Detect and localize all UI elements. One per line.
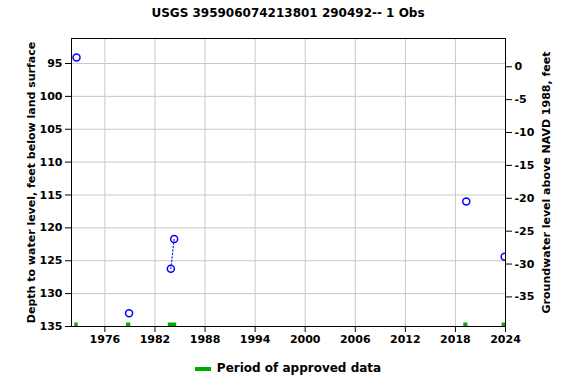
svg-text:-10: -10 [515, 126, 535, 139]
svg-text:110: 110 [40, 156, 63, 169]
svg-text:-20: -20 [515, 192, 535, 205]
svg-text:2006: 2006 [340, 333, 371, 346]
svg-text:Groundwater level above NAVD 1: Groundwater level above NAVD 1988, feet [540, 52, 553, 314]
html-text:USGS 395906074213801 290492--: USGS 395906074213801 290492-- 1 Obs [151, 6, 425, 20]
svg-text:-35: -35 [515, 290, 535, 303]
svg-text:-25: -25 [515, 225, 535, 238]
svg-text:95: 95 [47, 57, 62, 70]
svg-text:Depth to water level, feet bel: Depth to water level, feet below land su… [25, 42, 38, 323]
svg-text:-5: -5 [515, 93, 527, 106]
svg-text:-15: -15 [515, 159, 535, 172]
svg-text:125: 125 [40, 254, 63, 267]
html-text:Period of approved data: Period of approved data [216, 361, 382, 375]
svg-text:2012: 2012 [390, 333, 421, 346]
svg-text:105: 105 [40, 123, 63, 136]
svg-text:100: 100 [40, 90, 63, 103]
svg-text:1988: 1988 [190, 333, 221, 346]
svg-text:130: 130 [40, 287, 63, 300]
svg-text:2024: 2024 [490, 333, 521, 346]
svg-text:115: 115 [40, 189, 63, 202]
svg-text:1994: 1994 [240, 333, 271, 346]
svg-text:135: 135 [40, 320, 63, 333]
svg-text:1976: 1976 [90, 333, 121, 346]
svg-text:120: 120 [40, 221, 63, 234]
svg-text:0: 0 [515, 60, 523, 73]
svg-text:2018: 2018 [440, 333, 471, 346]
svg-text:2000: 2000 [290, 333, 321, 346]
svg-text:-30: -30 [515, 258, 535, 271]
svg-text:1982: 1982 [140, 333, 171, 346]
